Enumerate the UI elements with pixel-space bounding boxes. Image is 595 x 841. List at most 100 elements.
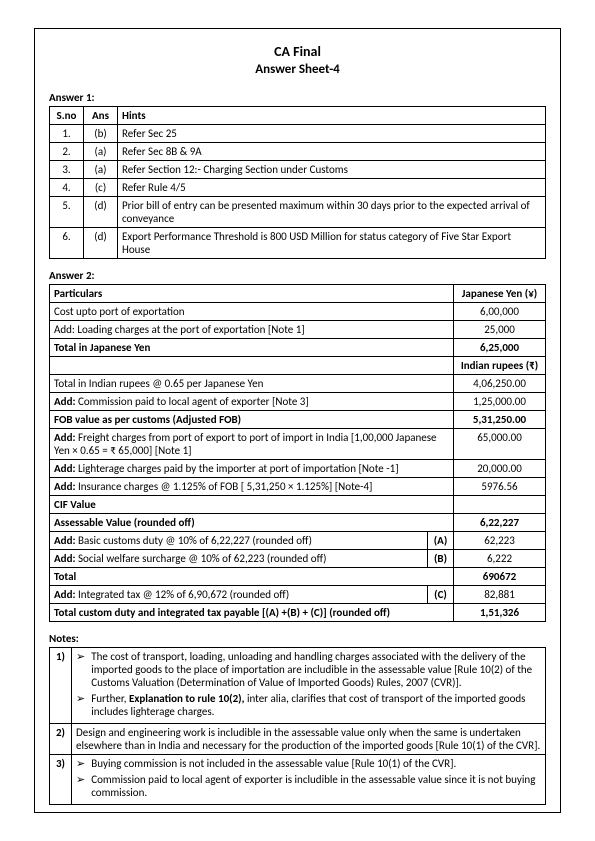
cell-ans: (c) (84, 179, 118, 197)
answer1-table: S.no Ans Hints 1.(b)Refer Sec 252.(a)Ref… (49, 106, 546, 259)
note-text: Commission paid to local agent of export… (91, 773, 541, 799)
answer2-label: Answer 2: (49, 269, 546, 282)
table-row: Assessable Value (rounded off)6,22,227 (50, 514, 546, 532)
cell-value: 65,000.00 (454, 429, 546, 460)
table-row: Add: Lighterage charges paid by the impo… (50, 460, 546, 478)
cell-value: 690672 (454, 568, 546, 586)
cell-hint: Prior bill of entry can be presented max… (118, 197, 546, 228)
table-row: Cost upto port of exportation6,00,000 (50, 303, 546, 321)
table-row: Add: Loading charges at the port of expo… (50, 321, 546, 339)
answer2-table: ParticularsJapanese Yen (¥)Cost upto por… (49, 284, 546, 622)
table-row: Add: Freight charges from port of export… (50, 429, 546, 460)
note-bullet: ➢Further, Explanation to rule 10(2), int… (76, 692, 541, 718)
note-text: Buying commission is not included in the… (91, 757, 456, 770)
table-row: Indian rupees (₹) (50, 357, 546, 375)
cell-letter: (B) (428, 550, 454, 568)
cell-value: 5976.56 (454, 478, 546, 496)
page-subtitle: Answer Sheet-4 (49, 62, 546, 77)
table-row: 1)➢The cost of transport, loading, unloa… (50, 648, 546, 724)
cell-value: 6,25,000 (454, 339, 546, 357)
cell-value: 25,000 (454, 321, 546, 339)
cell-hint: Export Performance Threshold is 800 USD … (118, 228, 546, 259)
table-row: Total custom duty and integrated tax pay… (50, 604, 546, 622)
cell-particulars: Add: Lighterage charges paid by the impo… (50, 460, 454, 478)
note-bullet: ➢ Buying commission is not included in th… (76, 757, 541, 770)
note-text: Further, Explanation to rule 10(2), inte… (91, 692, 541, 718)
table-row: 3.(a)Refer Section 12:- Charging Section… (50, 161, 546, 179)
table-row: Add: Insurance charges @ 1.125% of FOB [… (50, 478, 546, 496)
cell-particulars: CIF Value (50, 496, 454, 514)
page-title: CA Final (49, 43, 546, 60)
cell-particulars: Total in Indian rupees @ 0.65 per Japane… (50, 375, 454, 393)
cell-value: 6,00,000 (454, 303, 546, 321)
table-row: CIF Value (50, 496, 546, 514)
note-number: 2) (50, 724, 72, 755)
cell-ans: (b) (84, 125, 118, 143)
note-body: Design and engineering work is includibl… (72, 724, 546, 755)
table-row: Add: Commission paid to local agent of e… (50, 393, 546, 411)
table-row: 4.(c)Refer Rule 4/5 (50, 179, 546, 197)
table-row: ParticularsJapanese Yen (¥) (50, 285, 546, 303)
note-bullet: ➢Commission paid to local agent of expor… (76, 773, 541, 799)
cell-value: 20,000.00 (454, 460, 546, 478)
cell-letter: (A) (428, 532, 454, 550)
note-text: The cost of transport, loading, unloadin… (91, 650, 541, 689)
cell-ans: (d) (84, 197, 118, 228)
cell-value: 4,06,250.00 (454, 375, 546, 393)
cell-particulars: Cost upto port of exportation (50, 303, 454, 321)
cell-sno: 5. (50, 197, 84, 228)
table-row: Total690672 (50, 568, 546, 586)
cell-particulars: Add: Basic customs duty @ 10% of 6,22,22… (50, 532, 428, 550)
cell-value: 82,881 (454, 586, 546, 604)
cell-letter: (C) (428, 586, 454, 604)
cell-sno: 1. (50, 125, 84, 143)
cell-hint: Refer Rule 4/5 (118, 179, 546, 197)
cell-value: 5,31,250.00 (454, 411, 546, 429)
arrow-icon: ➢ (76, 757, 85, 770)
table-row: 6.(d)Export Performance Threshold is 800… (50, 228, 546, 259)
cell-sno: 3. (50, 161, 84, 179)
cell-value: 6,222 (454, 550, 546, 568)
table-row: FOB value as per customs (Adjusted FOB)5… (50, 411, 546, 429)
cell-value: 62,223 (454, 532, 546, 550)
cell-particulars: Total (50, 568, 454, 586)
table-row: Add: Basic customs duty @ 10% of 6,22,22… (50, 532, 546, 550)
cell-particulars: Assessable Value (rounded off) (50, 514, 454, 532)
answer1-header-sno: S.no (50, 107, 84, 125)
cell-value (454, 496, 546, 514)
page-border: CA Final Answer Sheet-4 Answer 1: S.no A… (34, 28, 561, 813)
note-body: ➢The cost of transport, loading, unloadi… (72, 648, 546, 724)
cell-hint: Refer Section 12:- Charging Section unde… (118, 161, 546, 179)
cell-value: 6,22,227 (454, 514, 546, 532)
arrow-icon: ➢ (76, 692, 85, 718)
cell-particulars: Add: Loading charges at the port of expo… (50, 321, 454, 339)
cell-value: 1,51,326 (454, 604, 546, 622)
cell-value: 1,25,000.00 (454, 393, 546, 411)
arrow-icon: ➢ (76, 650, 85, 689)
cell-blank (50, 357, 454, 375)
note-text: Design and engineering work is includibl… (76, 726, 541, 752)
cell-yen-header: Japanese Yen (¥) (454, 285, 546, 303)
cell-particulars-header: Particulars (50, 285, 454, 303)
cell-particulars: Add: Integrated tax @ 12% of 6,90,672 (r… (50, 586, 428, 604)
cell-hint: Refer Sec 8B & 9A (118, 143, 546, 161)
notes-label: Notes: (49, 632, 546, 645)
table-row: 3)➢Buying commission is not included in … (50, 755, 546, 805)
table-row: 2)Design and engineering work is includi… (50, 724, 546, 755)
answer1-label: Answer 1: (49, 91, 546, 104)
cell-particulars: Total custom duty and integrated tax pay… (50, 604, 454, 622)
cell-sno: 4. (50, 179, 84, 197)
cell-particulars: Add: Freight charges from port of export… (50, 429, 454, 460)
notes-table: 1)➢The cost of transport, loading, unloa… (49, 647, 546, 805)
table-row: Total in Indian rupees @ 0.65 per Japane… (50, 375, 546, 393)
note-bullet: ➢The cost of transport, loading, unloadi… (76, 650, 541, 689)
cell-particulars: FOB value as per customs (Adjusted FOB) (50, 411, 454, 429)
cell-inr-header: Indian rupees (₹) (454, 357, 546, 375)
cell-sno: 2. (50, 143, 84, 161)
cell-particulars: Total in Japanese Yen (50, 339, 454, 357)
arrow-icon: ➢ (76, 773, 85, 799)
table-row: Total in Japanese Yen6,25,000 (50, 339, 546, 357)
answer1-header-hints: Hints (118, 107, 546, 125)
note-number: 3) (50, 755, 72, 805)
table-row: 2.(a)Refer Sec 8B & 9A (50, 143, 546, 161)
